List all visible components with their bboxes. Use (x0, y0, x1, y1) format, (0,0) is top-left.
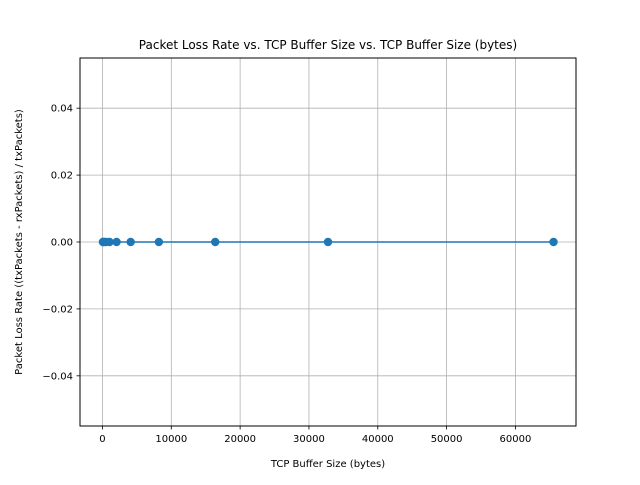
x-tick-label: 20000 (224, 434, 256, 445)
data-point (549, 237, 558, 247)
data-point (112, 237, 121, 247)
y-tick-label: 0.04 (51, 104, 73, 115)
data-point (211, 237, 220, 247)
x-tick-label: 0 (99, 434, 105, 445)
x-tick-label: 10000 (155, 434, 187, 445)
y-tick-label: −0.02 (42, 304, 73, 315)
data-point (323, 237, 333, 247)
x-tick-label: 60000 (500, 434, 532, 445)
x-axis-label: TCP Buffer Size (bytes) (270, 459, 385, 470)
chart-title: Packet Loss Rate vs. TCP Buffer Size vs.… (139, 38, 517, 52)
data-point (105, 237, 114, 247)
x-tick-label: 30000 (293, 434, 325, 445)
plot-series (98, 237, 558, 247)
data-point (126, 237, 135, 247)
data-point (154, 237, 164, 247)
y-axis-label: Packet Loss Rate ((txPackets - rxPackets… (14, 109, 25, 375)
y-tick-label: −0.04 (42, 371, 73, 382)
x-tick-label: 40000 (362, 434, 394, 445)
x-axis-ticks: 0 10000 20000 30000 40000 50000 60000 (99, 426, 531, 445)
y-tick-label: 0.00 (51, 238, 73, 249)
x-tick-label: 50000 (431, 434, 463, 445)
y-axis-ticks: −0.04 −0.02 0.00 0.02 0.04 (42, 104, 80, 382)
y-tick-label: 0.02 (51, 171, 73, 182)
